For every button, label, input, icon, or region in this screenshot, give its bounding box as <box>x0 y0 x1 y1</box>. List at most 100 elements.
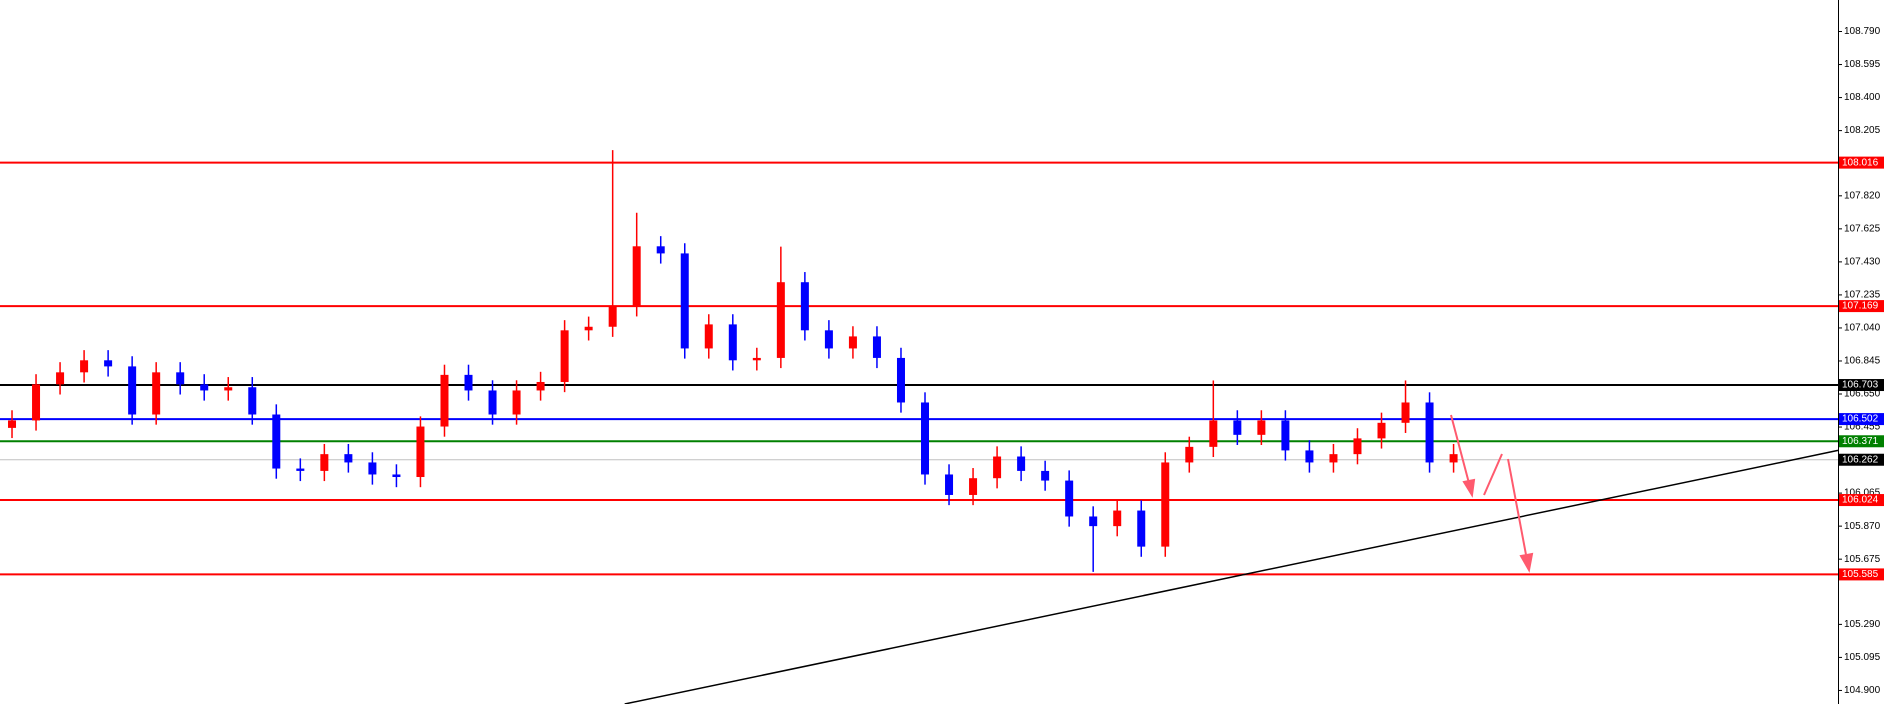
y-tick-label: 108.205 <box>1844 125 1881 136</box>
y-tick-label: 107.235 <box>1844 290 1881 301</box>
candle-body <box>368 462 377 475</box>
y-tick-label: 106.455 <box>1844 422 1881 433</box>
candle-body <box>416 426 425 478</box>
candle-body <box>824 330 833 349</box>
y-tick-label: 107.625 <box>1844 223 1881 234</box>
level-label-box <box>1839 300 1884 313</box>
candle-body <box>993 456 1002 479</box>
candle-body <box>1209 420 1218 447</box>
candle-body <box>1089 516 1098 527</box>
arrow-up <box>1483 453 1503 496</box>
projection-arrows <box>1450 414 1534 573</box>
candle-body <box>536 381 545 391</box>
candle-body <box>1353 438 1362 455</box>
y-tick-label: 108.790 <box>1844 26 1881 37</box>
level-label: 106.024 <box>1842 495 1879 506</box>
candle-body <box>320 454 329 471</box>
level-label-box <box>1839 156 1884 169</box>
candle-body <box>1401 402 1410 423</box>
level-label: 106.502 <box>1842 414 1879 425</box>
candle-body <box>608 306 617 327</box>
level-label-box <box>1839 435 1884 448</box>
candle-body <box>1377 422 1386 439</box>
candle-body <box>1257 420 1266 435</box>
candle-body <box>800 282 809 331</box>
candle-body <box>80 360 89 373</box>
candle-body <box>1233 420 1242 435</box>
candle-body <box>440 374 449 427</box>
candle-body <box>921 402 930 475</box>
candle-body <box>176 372 185 385</box>
y-tick-label: 107.430 <box>1844 257 1881 268</box>
candle-body <box>1065 480 1074 517</box>
candle-body <box>969 478 978 495</box>
candle-body <box>680 253 689 349</box>
y-tick-label: 106.650 <box>1844 389 1881 400</box>
y-tick-label: 105.870 <box>1844 521 1881 532</box>
arrow-head-1 <box>1462 478 1476 498</box>
candle-body <box>896 357 905 403</box>
level-label: 107.169 <box>1842 301 1879 312</box>
candle-body <box>272 414 281 469</box>
y-tick-label: 107.820 <box>1844 190 1881 201</box>
level-label: 108.016 <box>1842 157 1879 168</box>
candle-body <box>776 282 785 358</box>
candle-body <box>1041 470 1050 481</box>
candle-body <box>32 384 41 421</box>
candle-body <box>1329 454 1338 463</box>
candle-body <box>1137 510 1146 547</box>
candle-body <box>1161 462 1170 547</box>
candle-body <box>152 372 161 415</box>
candle-body <box>296 468 305 471</box>
trendline <box>624 449 1839 704</box>
candle-body <box>848 336 857 349</box>
level-label-box <box>1839 453 1884 466</box>
y-tick-label: 107.040 <box>1844 323 1881 334</box>
candle-body <box>1113 510 1122 527</box>
candle-body <box>1017 456 1026 471</box>
level-label-box <box>1839 379 1884 392</box>
level-label: 106.262 <box>1842 454 1879 465</box>
candle-body <box>104 360 113 367</box>
candle-body <box>1425 402 1434 463</box>
candle-body <box>344 454 353 463</box>
y-tick-label: 106.845 <box>1844 356 1881 367</box>
y-tick-label: 108.595 <box>1844 59 1881 70</box>
candle-body <box>1281 420 1290 451</box>
candle-body <box>200 384 209 391</box>
candle-body <box>1305 450 1314 463</box>
candle-body <box>945 474 954 495</box>
candle-body <box>248 387 257 415</box>
candle-body <box>632 246 641 307</box>
level-label-box <box>1839 413 1884 426</box>
candle-body <box>464 374 473 391</box>
arrow-head-2 <box>1519 552 1534 573</box>
candle-body <box>752 357 761 361</box>
candle-body <box>488 390 497 415</box>
candle-body <box>560 330 569 382</box>
y-tick-label: 108.400 <box>1844 92 1881 103</box>
y-tick-label: 105.290 <box>1844 619 1881 630</box>
level-label: 106.371 <box>1842 436 1879 447</box>
y-tick-label: 105.675 <box>1844 554 1881 565</box>
candle-body <box>872 336 881 358</box>
level-label: 105.585 <box>1842 569 1879 580</box>
level-label: 106.703 <box>1842 380 1879 391</box>
candle-body <box>584 326 593 331</box>
y-tick-label: 104.900 <box>1844 685 1881 696</box>
candle-body <box>392 474 401 478</box>
candle-body <box>512 390 521 415</box>
candle-body <box>728 324 737 361</box>
candle-body <box>1185 446 1194 463</box>
arrow-down-1 <box>1450 414 1471 488</box>
candle-body <box>8 420 17 428</box>
candle-body <box>128 366 137 415</box>
y-tick-label: 105.095 <box>1844 652 1881 663</box>
candle-body <box>56 372 65 385</box>
candle-body <box>224 387 233 391</box>
level-label-box <box>1839 568 1884 581</box>
candle-body <box>656 246 665 254</box>
level-label-box <box>1839 494 1884 507</box>
